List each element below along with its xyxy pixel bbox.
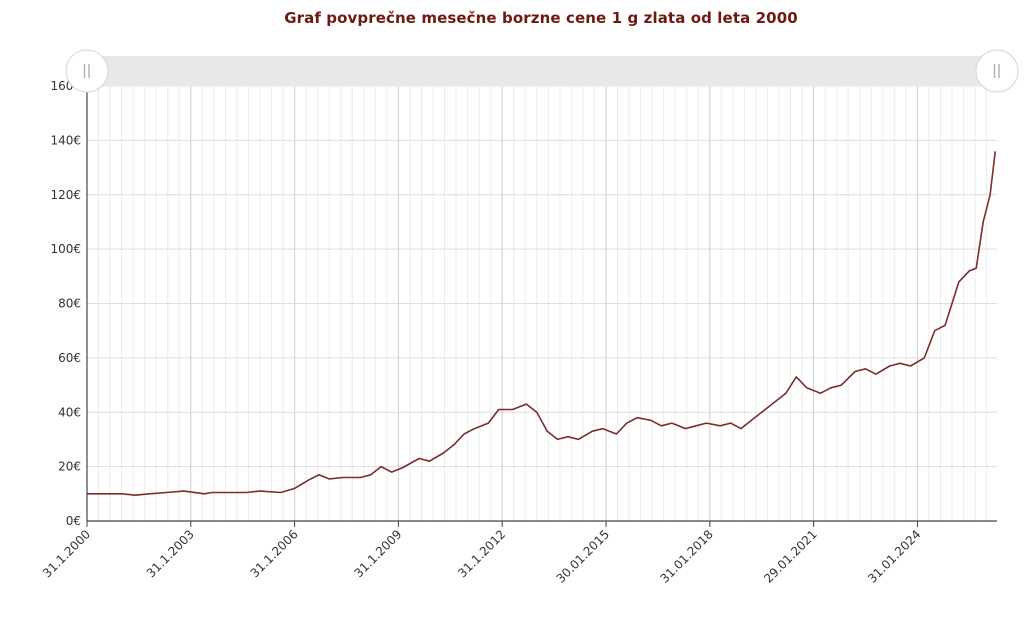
axes <box>86 86 997 522</box>
x-tick-label: 31.1.2009 <box>351 527 404 580</box>
y-tick-label: 140€ <box>50 133 81 147</box>
grid <box>86 85 997 521</box>
range-handle-left[interactable] <box>65 49 109 93</box>
y-axis-ticks: 0€20€40€60€80€100€120€140€160€ <box>50 79 81 528</box>
y-tick-label: 120€ <box>50 188 81 202</box>
range-selector-track[interactable] <box>87 56 997 85</box>
chart-title: Graf povprečne mesečne borzne cene 1 g z… <box>284 9 798 27</box>
range-handle-right[interactable] <box>975 49 1019 93</box>
x-tick-label: 31.1.2003 <box>144 527 197 580</box>
x-tick-label: 31.1.2006 <box>248 527 301 580</box>
y-tick-label: 100€ <box>50 242 81 256</box>
x-tick-label: 31.1.2012 <box>455 527 508 580</box>
y-tick-label: 40€ <box>58 405 81 419</box>
x-tick-label: 31.1.2000 <box>40 527 93 580</box>
x-tick-label: 31.01.2018 <box>657 527 715 585</box>
y-tick-label: 80€ <box>58 297 81 311</box>
y-tick-label: 60€ <box>58 351 81 365</box>
y-tick-label: 0€ <box>66 514 81 528</box>
x-tick-label: 31.01.2024 <box>865 527 923 585</box>
x-axis-ticks: 31.1.2000 31.1.2003 31.1.2006 31.1.2009 31.1… <box>40 521 924 586</box>
x-tick-label: 30.01.2015 <box>554 527 612 585</box>
y-tick-label: 20€ <box>58 460 81 474</box>
series-line-gold-price <box>87 151 997 496</box>
x-tick-label: 29.01.2021 <box>761 527 819 585</box>
